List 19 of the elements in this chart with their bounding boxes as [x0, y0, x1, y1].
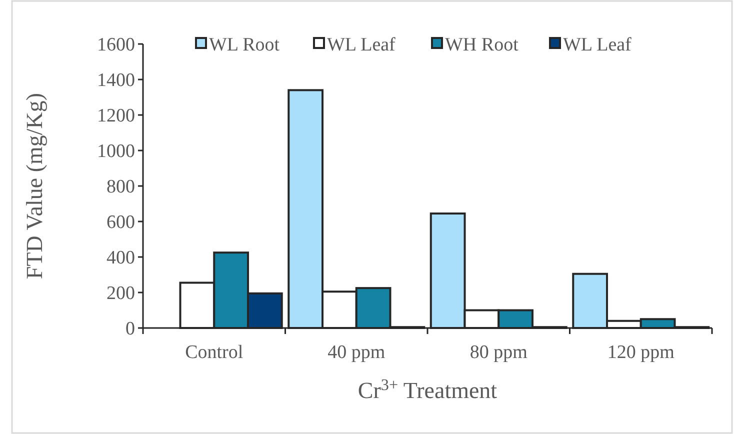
y-tick-label: 1200 — [97, 106, 135, 127]
x-axis-title: Cr$^{3+}$ Treatment — [358, 376, 498, 403]
y-tick-label: 200 — [106, 283, 135, 304]
y-tick-label: 1400 — [97, 70, 135, 92]
legend-label: WL Leaf — [327, 34, 396, 56]
legend-label: WL Leaf — [563, 34, 632, 56]
legend-label: WH Root — [445, 34, 520, 56]
x-tick-label: Control — [185, 342, 244, 363]
y-tick-label: 1000 — [97, 141, 135, 162]
y-tick-label: 0 — [126, 318, 135, 340]
x-tick-label: 80 ppm — [470, 342, 528, 363]
legend-label: WL Root — [209, 34, 280, 56]
y-axis-title: FTD Value (mg/Kg) — [22, 92, 47, 280]
y-tick-label: 400 — [106, 248, 135, 269]
y-tick-label: 600 — [106, 212, 135, 234]
x-tick-label: 40 ppm — [328, 342, 386, 363]
y-tick-label: 800 — [106, 176, 135, 198]
y-tick-label: 1600 — [97, 34, 135, 56]
x-tick-label: 120 ppm — [607, 342, 675, 363]
